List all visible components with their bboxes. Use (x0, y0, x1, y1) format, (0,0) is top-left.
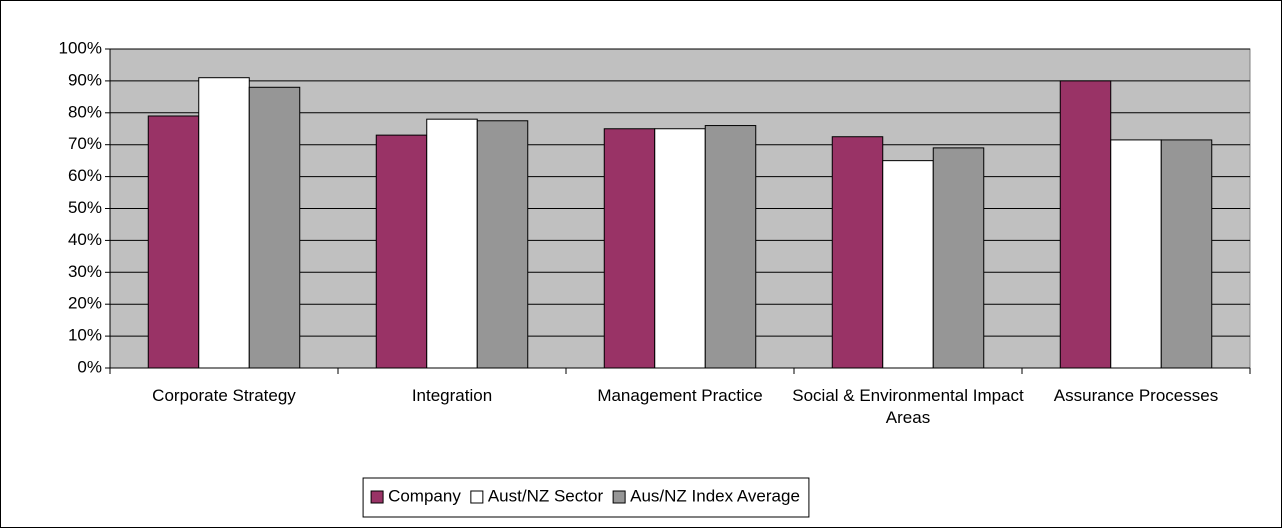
bar (603, 128, 656, 369)
bar (1110, 139, 1162, 369)
legend-swatch (370, 490, 384, 504)
bar (198, 77, 250, 369)
y-tick-label: 0% (77, 357, 102, 376)
legend-label: Aus/NZ Index Average (630, 486, 800, 505)
bar (375, 134, 428, 369)
legend-swatch (612, 490, 626, 504)
x-tick-label: Social & Environmental Impact Areas (792, 386, 1024, 427)
bar (882, 160, 934, 369)
y-tick-label: 80% (68, 102, 102, 121)
bar (932, 147, 985, 369)
bar (831, 136, 884, 369)
y-tick-label: 90% (68, 70, 102, 89)
y-tick-label: 30% (68, 262, 102, 281)
bar (248, 86, 301, 369)
legend-label: Aust/NZ Sector (488, 486, 604, 505)
bar (426, 118, 478, 369)
bar (654, 128, 706, 369)
y-tick-label: 70% (68, 134, 102, 153)
x-tick-label: Assurance Processes (1053, 386, 1219, 405)
y-tick-label: 20% (68, 294, 102, 313)
y-tick-label: 50% (68, 198, 102, 217)
legend-box (362, 477, 810, 518)
legend-label: Company (388, 486, 461, 505)
y-tick-label: 40% (68, 230, 102, 249)
x-tick-label: Management Practice (597, 386, 763, 405)
y-tick-label: 10% (68, 326, 102, 345)
y-tick-label: 60% (68, 166, 102, 185)
bar (1059, 80, 1112, 369)
x-tick-label: Corporate Strategy (152, 386, 296, 405)
legend-swatch (470, 490, 484, 504)
bar (704, 125, 757, 369)
bar (476, 120, 529, 369)
bar (147, 115, 200, 369)
bar (1160, 139, 1213, 369)
x-tick-label: Integration (411, 386, 493, 405)
y-tick-label: 100% (59, 38, 102, 57)
